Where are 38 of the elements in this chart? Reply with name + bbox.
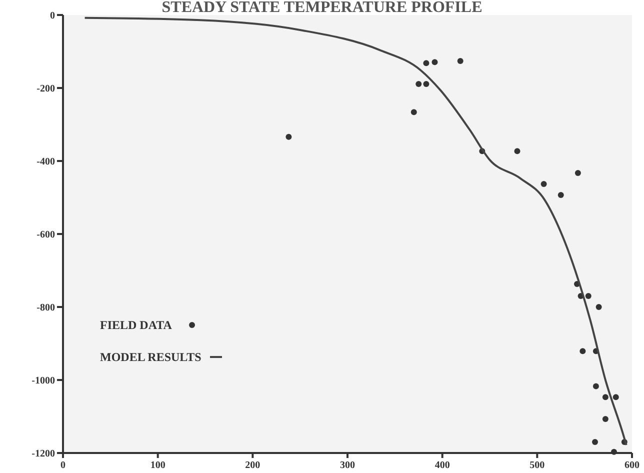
point xyxy=(410,109,417,116)
x-tick-label: 500 xyxy=(530,460,545,471)
point xyxy=(592,383,599,390)
point xyxy=(558,192,564,198)
point xyxy=(585,293,592,300)
y-tick-label: -1200 xyxy=(32,448,55,460)
legend-label: FIELD DATA xyxy=(100,318,172,332)
point xyxy=(514,148,520,154)
chart-title: STEADY STATE TEMPERATURE PROFILE xyxy=(162,0,482,16)
point xyxy=(574,170,581,176)
x-tick-label: 300 xyxy=(340,460,355,471)
point xyxy=(423,60,430,66)
point xyxy=(286,134,292,140)
point xyxy=(612,394,619,400)
x-tick-label: 600 xyxy=(624,460,640,471)
y-tick-label: -800 xyxy=(36,302,55,314)
point xyxy=(432,59,438,66)
point xyxy=(610,448,617,455)
point xyxy=(580,348,586,354)
point xyxy=(457,58,464,64)
point xyxy=(592,439,598,446)
y-tick-label: -1000 xyxy=(32,376,55,386)
legend-label: MODEL RESULTS xyxy=(100,350,202,364)
point xyxy=(423,80,430,87)
point xyxy=(540,180,547,187)
y-tick-label: -400 xyxy=(36,156,55,168)
line-series xyxy=(84,16,628,446)
point xyxy=(602,394,608,400)
y-tick-label: -200 xyxy=(36,84,55,94)
point xyxy=(416,80,422,87)
y-tick-label: -600 xyxy=(36,230,55,240)
x-tick-label: 200 xyxy=(245,460,260,471)
x-tick-label: 100 xyxy=(150,460,166,471)
x-tick-label: 400 xyxy=(434,460,450,471)
y-tick-label: 0 xyxy=(50,10,55,22)
x-tick-label: 0 xyxy=(60,460,66,471)
point xyxy=(596,304,602,310)
point xyxy=(602,416,608,422)
